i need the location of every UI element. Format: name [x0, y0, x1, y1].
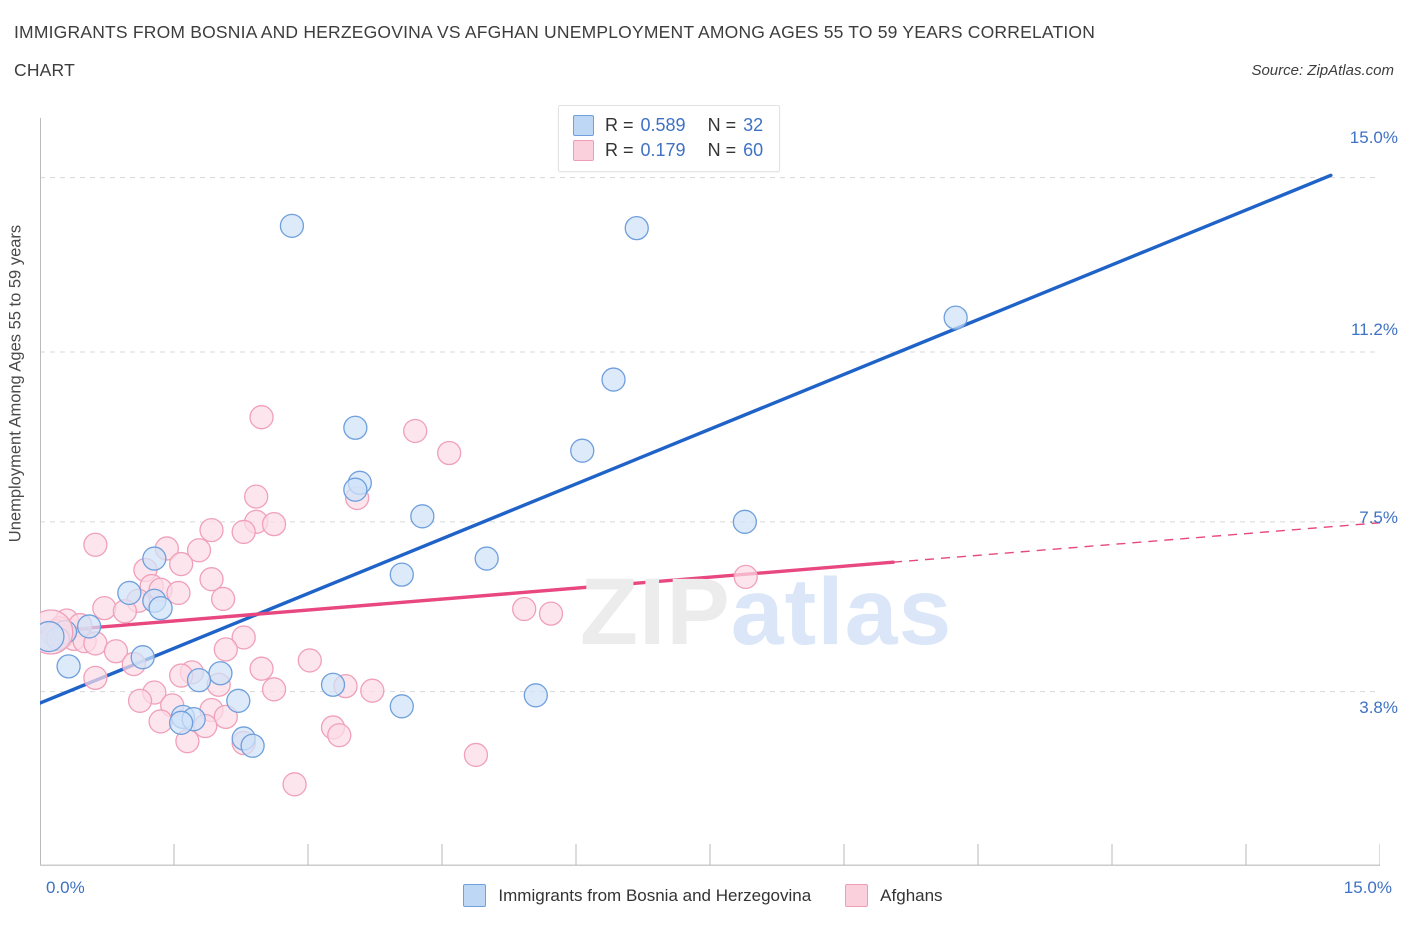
data-point[interactable] — [76, 614, 102, 639]
data-point[interactable] — [389, 562, 414, 587]
data-point[interactable] — [410, 504, 435, 529]
data-point[interactable] — [168, 551, 194, 577]
n-label-blue: N = — [707, 115, 737, 135]
r-label-pink: R = — [605, 140, 634, 160]
data-point-cluster[interactable] — [40, 620, 65, 653]
data-point[interactable] — [343, 415, 368, 440]
x-axis-tick-label-max: 15.0% — [1343, 878, 1392, 897]
data-point[interactable] — [166, 580, 191, 606]
data-point[interactable] — [142, 546, 167, 571]
data-point[interactable] — [92, 595, 117, 621]
legend-swatch-pink-icon — [573, 140, 594, 161]
data-point[interactable] — [130, 645, 155, 670]
data-point[interactable] — [389, 694, 414, 719]
data-point[interactable] — [282, 772, 307, 797]
data-point[interactable] — [343, 477, 368, 502]
data-point[interactable] — [56, 654, 81, 679]
data-point[interactable] — [403, 418, 428, 444]
trendline-blue — [40, 173, 1333, 705]
data-point[interactable] — [103, 639, 129, 664]
plot-area: ZIPatlas — [40, 118, 1380, 866]
data-point[interactable] — [83, 532, 108, 557]
data-point[interactable] — [327, 723, 352, 748]
legend-item-bosnia[interactable]: Immigrants from Bosnia and Herzegovina — [463, 884, 811, 907]
data-point[interactable] — [244, 484, 269, 509]
data-point[interactable] — [943, 305, 968, 330]
data-point[interactable] — [148, 709, 173, 734]
data-point[interactable] — [199, 567, 224, 592]
data-point[interactable] — [601, 367, 626, 392]
data-point[interactable] — [240, 733, 265, 758]
legend-label-bosnia: Immigrants from Bosnia and Herzegovina — [498, 885, 812, 905]
legend-swatch-blue-icon — [573, 115, 594, 136]
y-axis-tick-label: 7.5% — [1359, 508, 1398, 527]
data-point[interactable] — [297, 648, 322, 673]
stats-row-blue: R = 0.589 N = 32 — [573, 113, 763, 138]
scatter-plot-svg — [40, 118, 1380, 866]
y-axis-tick-label: 3.8% — [1359, 698, 1398, 717]
data-point[interactable] — [213, 704, 238, 730]
data-point[interactable] — [168, 710, 194, 735]
legend-item-afghans[interactable]: Afghans — [845, 884, 943, 907]
data-point[interactable] — [186, 667, 212, 693]
n-value-pink: 60 — [743, 140, 764, 160]
data-point[interactable] — [199, 517, 224, 543]
data-point[interactable] — [261, 677, 287, 702]
source-label: Source: ZipAtlas.com — [1251, 62, 1394, 79]
data-point[interactable] — [83, 665, 108, 691]
legend-label-afghans: Afghans — [880, 885, 943, 905]
data-point[interactable] — [208, 661, 233, 686]
page-title-line-2: CHART — [14, 60, 75, 80]
y-axis-tick-label: 15.0% — [1349, 128, 1398, 147]
y-axis-tick-label: 11.2% — [1351, 320, 1398, 339]
data-point[interactable] — [186, 538, 212, 563]
r-label-blue: R = — [605, 115, 634, 135]
data-point[interactable] — [436, 440, 462, 466]
data-point[interactable] — [279, 213, 305, 238]
data-point[interactable] — [732, 509, 757, 534]
data-point[interactable] — [249, 405, 274, 430]
data-point[interactable] — [117, 580, 142, 606]
trendline-extension-pink — [893, 522, 1380, 563]
data-point[interactable] — [148, 595, 173, 621]
data-point[interactable] — [474, 546, 499, 571]
data-point[interactable] — [463, 742, 489, 768]
n-label-pink: N = — [707, 140, 737, 160]
data-point[interactable] — [624, 215, 649, 241]
data-point[interactable] — [127, 688, 153, 713]
r-value-pink: 0.179 — [640, 140, 686, 160]
page-title-line-1: IMMIGRANTS FROM BOSNIA AND HERZEGOVINA V… — [14, 22, 1096, 42]
data-point[interactable] — [512, 596, 537, 622]
data-point[interactable] — [231, 625, 256, 650]
r-value-blue: 0.589 — [640, 115, 686, 135]
data-point[interactable] — [231, 519, 256, 545]
data-point[interactable] — [570, 438, 595, 463]
data-point[interactable] — [249, 656, 274, 681]
stats-row-pink: R = 0.179 N = 60 — [573, 138, 763, 163]
data-point[interactable] — [538, 601, 564, 626]
x-axis-tick-label-min: 0.0% — [46, 878, 85, 897]
data-point[interactable] — [320, 672, 346, 697]
data-point[interactable] — [360, 678, 385, 703]
data-point[interactable] — [226, 688, 251, 713]
y-axis-title: Unemployment Among Ages 55 to 59 years — [6, 224, 25, 543]
data-point[interactable] — [210, 586, 236, 612]
data-point[interactable] — [523, 683, 548, 708]
data-point[interactable] — [733, 564, 758, 590]
data-point[interactable] — [213, 637, 238, 662]
legend-swatch-bosnia-icon — [463, 884, 487, 907]
series-legend: Immigrants from Bosnia and Herzegovina A… — [0, 884, 1406, 907]
legend-swatch-afghans-icon — [845, 884, 869, 907]
correlation-stats-legend: R = 0.589 N = 32 R = 0.179 N = 60 — [558, 105, 781, 172]
data-point[interactable] — [261, 511, 287, 537]
n-value-blue: 32 — [743, 115, 764, 135]
